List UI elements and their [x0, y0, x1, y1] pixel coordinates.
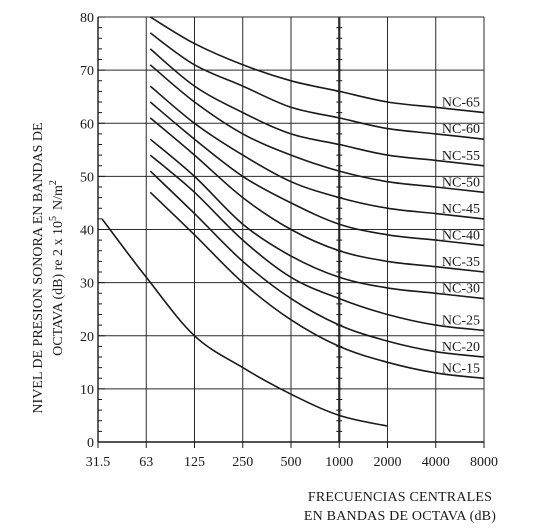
y-axis-title-line1: NIVEL DE PRESION SONORA EN BANDAS DE: [31, 122, 46, 413]
y-axis-title-line2: OCTAVA (dB) re 2 x 105 N/m2: [48, 180, 66, 356]
x-tick-label: 250: [232, 455, 253, 470]
label-layer: NC-65 NC-60 NC-55 NC-50 NC-45 NC-40 NC-35 NC-30…: [442, 96, 480, 377]
y-tick-label: 0: [87, 436, 94, 451]
y-axis-title-unit-exponent: 2: [48, 180, 59, 185]
x-axis-title-line2: EN BANDAS DE OCTAVA (dB): [303, 509, 497, 524]
y-axis-title-line2-text: OCTAVA (dB) re 2 x 10: [51, 221, 66, 356]
x-tick-label: 2000: [374, 455, 402, 470]
x-axis-title: FRECUENCIAS CENTRALES EN BANDAS DE OCTAV…: [270, 488, 530, 526]
y-tick-label: 30: [80, 277, 94, 292]
y-tick-label: 50: [80, 170, 94, 185]
series-label-nc-55: NC-55: [442, 149, 480, 164]
series-label-nc-50: NC-50: [442, 175, 480, 190]
series-line-nc-60: [149, 32, 485, 140]
y-axis-title-exponent: 5: [48, 216, 59, 221]
y-tick-label: 80: [80, 11, 94, 26]
y-tick-label: 20: [80, 330, 94, 345]
x-tick-label: 500: [281, 455, 302, 470]
series-line-nc-35: [149, 117, 485, 273]
y-axis-title: NIVEL DE PRESION SONORA EN BANDAS DE OCT…: [31, 122, 66, 413]
x-tick-label: 31.5: [86, 455, 111, 470]
series-line-nc-20: [149, 170, 485, 358]
series-line-nc-40: [149, 101, 485, 247]
series-label-nc-15: NC-15: [442, 361, 480, 376]
x-tick-label: 4000: [422, 455, 450, 470]
x-tick-label: 1000: [325, 455, 353, 470]
series-line-nc-65: [149, 16, 485, 114]
y-tick-label: 70: [80, 64, 94, 79]
series-line-nc-45: [149, 85, 485, 220]
x-tick-label: 125: [184, 455, 205, 470]
series-label-nc-35: NC-35: [442, 255, 480, 270]
x-tick-label: 8000: [470, 455, 498, 470]
series-label-nc-20: NC-20: [442, 340, 480, 355]
series-label-nc-60: NC-60: [442, 122, 480, 137]
x-axis-title-line1: FRECUENCIAS CENTRALES: [307, 490, 493, 505]
series-line-nc-30: [149, 138, 485, 300]
y-tick-label: 10: [80, 383, 94, 398]
series-label-nc-65: NC-65: [442, 96, 480, 111]
series-line-nc-15: [149, 191, 485, 380]
x-tick-label: 63: [139, 455, 153, 470]
y-tick-label: 40: [80, 224, 94, 239]
axis-layer: 0 10 20 30 40 50 60 70 80 31.5 63 125 250 500 1000 2000…: [80, 11, 498, 470]
series-line-threshold: [101, 218, 388, 427]
series-label-nc-30: NC-30: [442, 282, 480, 297]
series-label-nc-40: NC-40: [442, 228, 480, 243]
y-tick-label: 60: [80, 117, 94, 132]
series-line-nc-50: [149, 64, 485, 194]
y-axis-title-unit: N/m: [51, 185, 66, 210]
series-line-nc-55: [149, 48, 485, 167]
series-line-nc-25: [149, 154, 485, 332]
series-layer: [101, 16, 485, 427]
series-label-nc-25: NC-25: [442, 313, 480, 328]
series-label-nc-45: NC-45: [442, 202, 480, 217]
